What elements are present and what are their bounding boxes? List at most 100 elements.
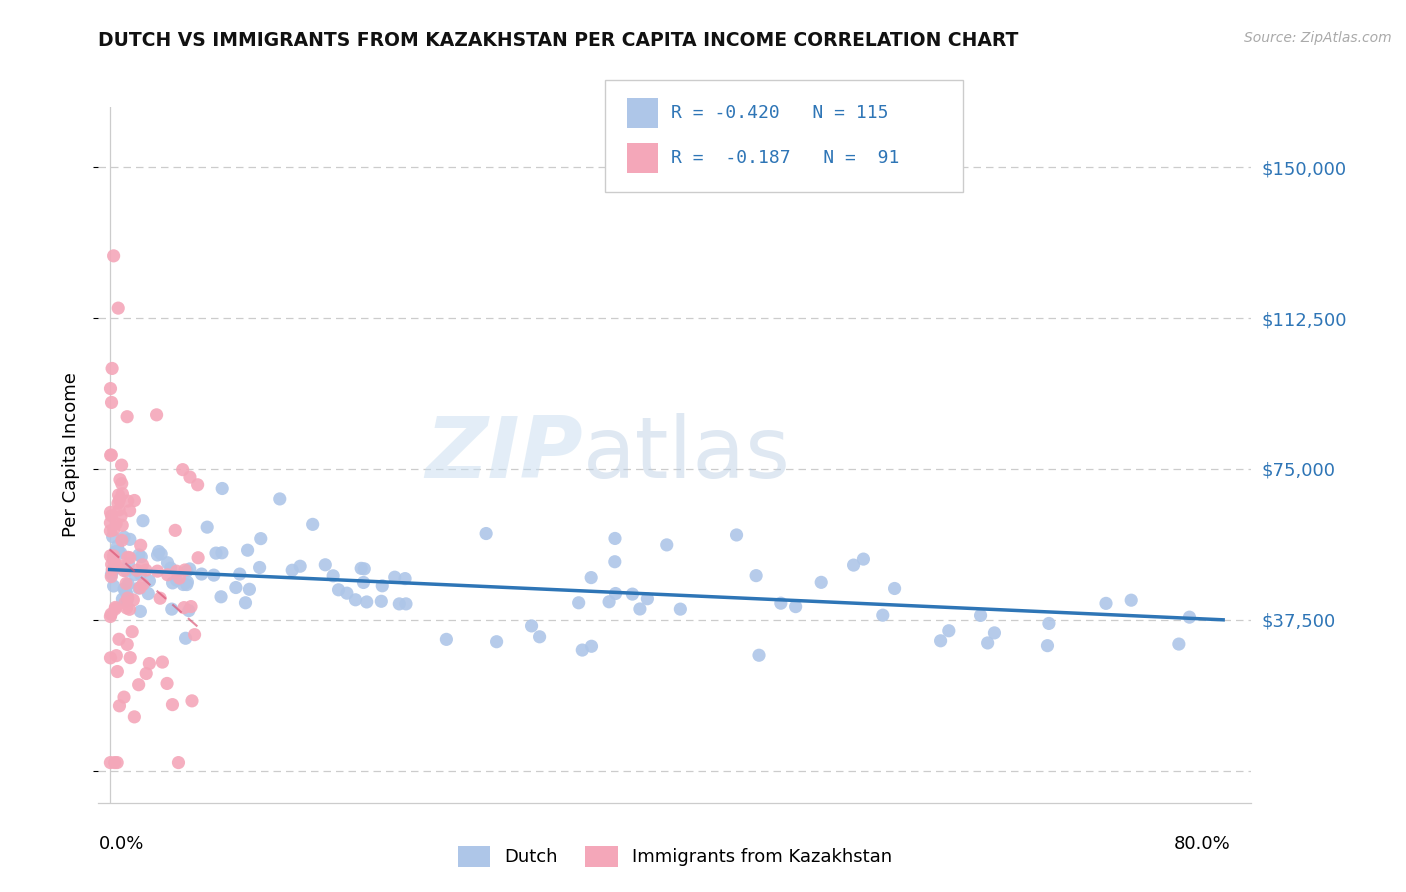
- Point: [166, 564, 188, 578]
- Point: [872, 608, 894, 623]
- Point: [124, 493, 146, 508]
- Point: [124, 567, 146, 582]
- Point: [108, 473, 131, 487]
- Point: [150, 547, 173, 561]
- Point: [167, 756, 190, 770]
- Point: [636, 591, 658, 606]
- Point: [103, 249, 125, 263]
- Point: [110, 508, 132, 523]
- Point: [605, 586, 627, 600]
- Point: [169, 571, 191, 585]
- Point: [129, 538, 152, 552]
- Point: [883, 582, 905, 596]
- Point: [104, 546, 127, 560]
- Point: [136, 587, 159, 601]
- Point: [1095, 596, 1118, 610]
- Point: [475, 526, 498, 541]
- Point: [842, 558, 865, 573]
- Point: [148, 544, 170, 558]
- Point: [129, 604, 152, 618]
- Point: [176, 577, 198, 591]
- Point: [1036, 639, 1059, 653]
- Point: [100, 395, 122, 409]
- Point: [103, 563, 125, 577]
- Point: [1121, 593, 1143, 607]
- Point: [104, 602, 127, 616]
- Point: [162, 575, 184, 590]
- Point: [598, 595, 620, 609]
- Text: 80.0%: 80.0%: [1174, 835, 1230, 853]
- Point: [209, 590, 232, 604]
- Point: [571, 643, 593, 657]
- Point: [180, 599, 202, 614]
- Point: [146, 548, 169, 562]
- Point: [117, 557, 139, 571]
- Point: [112, 564, 135, 578]
- Point: [104, 756, 127, 770]
- Point: [104, 558, 127, 572]
- Point: [115, 576, 138, 591]
- Point: [301, 517, 323, 532]
- Point: [104, 545, 127, 559]
- Point: [176, 575, 198, 590]
- Point: [145, 408, 167, 422]
- Point: [100, 609, 122, 624]
- Point: [810, 575, 832, 590]
- Point: [669, 602, 692, 616]
- Point: [103, 549, 125, 563]
- Point: [138, 574, 160, 588]
- Text: ZIP: ZIP: [425, 413, 582, 497]
- Point: [135, 666, 157, 681]
- Point: [103, 579, 125, 593]
- Point: [156, 567, 179, 582]
- Point: [100, 549, 122, 563]
- Point: [314, 558, 336, 572]
- Point: [179, 470, 201, 484]
- Point: [249, 532, 271, 546]
- Point: [174, 632, 197, 646]
- Point: [195, 520, 218, 534]
- Point: [132, 514, 155, 528]
- Point: [115, 601, 138, 615]
- Point: [122, 593, 145, 607]
- Legend: Dutch, Immigrants from Kazakhstan: Dutch, Immigrants from Kazakhstan: [450, 838, 900, 874]
- Point: [103, 553, 125, 567]
- Point: [152, 655, 174, 669]
- Point: [350, 561, 373, 575]
- Point: [112, 582, 135, 596]
- Point: [388, 597, 411, 611]
- Point: [568, 596, 591, 610]
- Point: [187, 477, 209, 491]
- Point: [110, 546, 132, 560]
- Point: [371, 579, 394, 593]
- Point: [159, 561, 181, 575]
- Point: [120, 650, 142, 665]
- Point: [190, 567, 212, 582]
- Point: [107, 496, 129, 510]
- Point: [105, 516, 128, 531]
- Point: [852, 552, 875, 566]
- Point: [520, 619, 543, 633]
- Point: [172, 463, 194, 477]
- Point: [129, 581, 152, 595]
- Point: [100, 524, 122, 538]
- Point: [370, 594, 392, 608]
- Point: [1038, 616, 1060, 631]
- Point: [181, 694, 204, 708]
- Point: [529, 630, 551, 644]
- Point: [108, 632, 131, 647]
- Point: [118, 550, 141, 565]
- Point: [107, 558, 129, 573]
- Point: [118, 503, 141, 517]
- Point: [107, 544, 129, 558]
- Point: [187, 550, 209, 565]
- Point: [485, 634, 508, 648]
- Point: [249, 560, 271, 574]
- Point: [322, 569, 344, 583]
- Point: [235, 596, 257, 610]
- Point: [124, 710, 146, 724]
- Point: [105, 665, 128, 679]
- Point: [100, 516, 122, 530]
- Point: [581, 640, 603, 654]
- Point: [101, 361, 124, 376]
